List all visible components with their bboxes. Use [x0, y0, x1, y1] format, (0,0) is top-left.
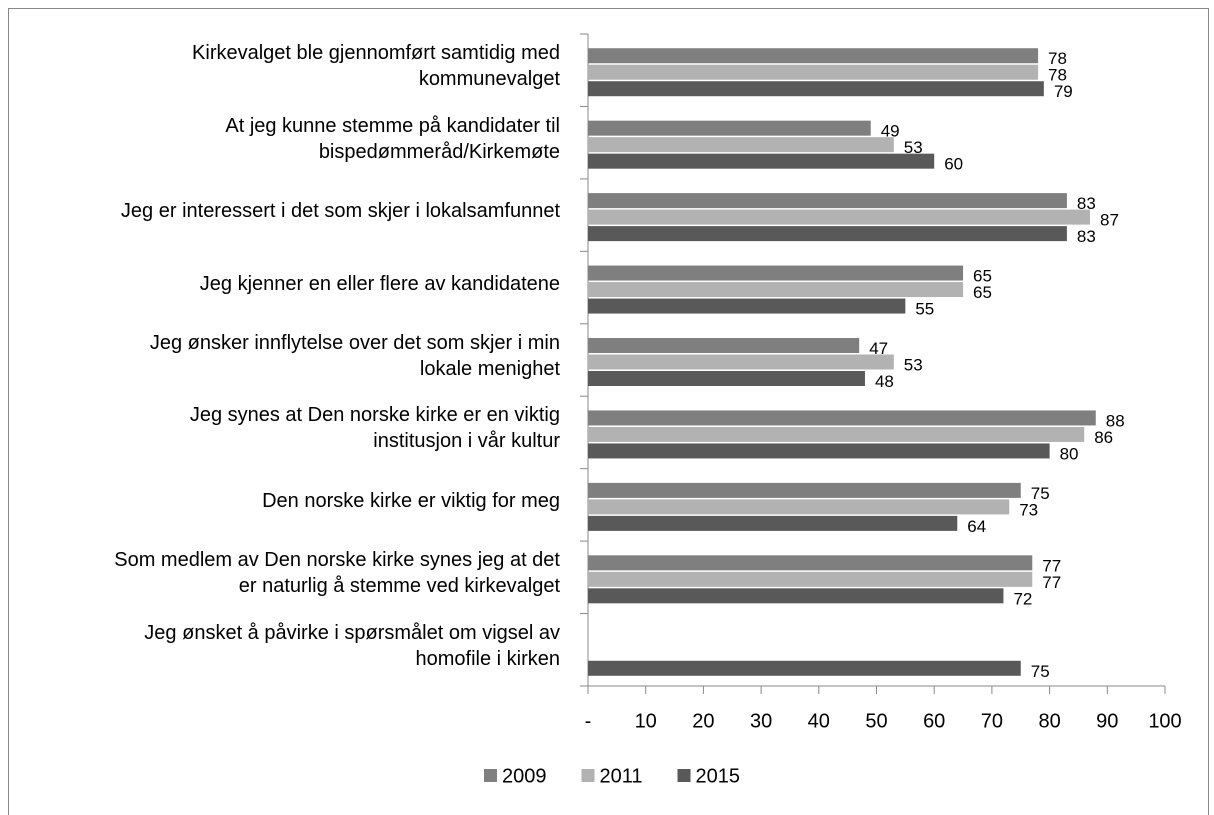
- value-label: 55: [915, 300, 934, 319]
- chart-border: [8, 8, 1209, 815]
- value-label: 64: [967, 517, 986, 536]
- bar: [588, 209, 1090, 225]
- bar: [588, 443, 1050, 459]
- category-label: At jeg kunne stemme på kandidater til bi…: [225, 114, 560, 163]
- value-label: 72: [1013, 589, 1032, 608]
- bar: [588, 588, 1004, 604]
- bar: [588, 265, 964, 281]
- category-label: Jeg synes at Den norske kirke er en vikt…: [189, 404, 560, 453]
- value-label: 77: [1042, 556, 1061, 575]
- bar: [588, 298, 906, 314]
- x-tick-label: 40: [808, 710, 830, 732]
- x-tick-label: 70: [981, 710, 1003, 732]
- value-label: 80: [1060, 444, 1079, 463]
- legend-swatch: [677, 769, 691, 782]
- value-label: 79: [1054, 82, 1073, 101]
- category-label: Som medlem av Den norske kirke synes jeg…: [114, 549, 560, 598]
- x-tick-label: 20: [692, 710, 714, 732]
- bar: [588, 81, 1044, 97]
- value-label: 86: [1094, 428, 1113, 447]
- value-label: 75: [1031, 662, 1050, 681]
- category-label: Jeg ønsket å påvirke i spørsmålet om vig…: [144, 621, 560, 670]
- value-label: 88: [1106, 411, 1125, 430]
- category-label: Jeg er interessert i det som skjer i lok…: [120, 200, 560, 223]
- x-tick-label: 80: [1038, 710, 1060, 732]
- bar: [588, 226, 1067, 242]
- value-label: 65: [973, 283, 992, 302]
- value-label: 78: [1048, 49, 1067, 68]
- bar: [588, 371, 865, 386]
- x-tick-label: 50: [865, 710, 887, 732]
- value-label: 75: [1031, 484, 1050, 503]
- bar: [588, 282, 964, 298]
- value-label: 77: [1042, 573, 1061, 592]
- category-label: Jeg kjenner en eller flere av kandidaten…: [199, 272, 560, 295]
- x-tick-label: -: [585, 710, 592, 732]
- legend-label: 2011: [600, 765, 643, 787]
- bar: [588, 153, 935, 169]
- bar: [588, 499, 1010, 515]
- legend-swatch: [581, 769, 595, 782]
- value-label: 53: [904, 138, 923, 157]
- category-label: Kirkevalget ble gjennomført samtidig med…: [192, 42, 560, 91]
- value-label: 65: [973, 267, 992, 286]
- bar: [588, 48, 1039, 64]
- bar: [588, 338, 860, 353]
- value-label: 49: [881, 122, 900, 141]
- bar: [588, 426, 1085, 442]
- category-label: Jeg ønsker innflytelse over det som skje…: [149, 332, 560, 380]
- value-label: 47: [869, 339, 888, 358]
- x-tick-label: 10: [635, 710, 657, 732]
- value-label: 53: [904, 355, 923, 374]
- value-label: 48: [875, 372, 894, 391]
- bar: [588, 660, 1021, 676]
- x-tick-label: 60: [923, 710, 945, 732]
- category-label: Den norske kirke er viktig for meg: [262, 489, 560, 512]
- legend-swatch: [484, 769, 497, 782]
- bar: [588, 193, 1067, 209]
- value-label: 83: [1077, 227, 1096, 246]
- bar: [588, 515, 958, 531]
- bar: [588, 354, 894, 370]
- x-tick-label: 30: [750, 710, 772, 732]
- bar: [588, 555, 1033, 571]
- bar: [588, 64, 1039, 80]
- value-label: 87: [1100, 211, 1119, 230]
- x-tick-label: 90: [1096, 710, 1118, 732]
- bar: [588, 410, 1096, 426]
- value-label: 78: [1048, 66, 1067, 85]
- x-tick-label: 100: [1148, 710, 1181, 732]
- legend-label: 2009: [502, 765, 547, 787]
- value-label: 60: [944, 155, 963, 174]
- bar: [588, 482, 1021, 498]
- legend-label: 2015: [696, 765, 741, 787]
- value-label: 83: [1077, 194, 1096, 213]
- bar: [588, 120, 871, 136]
- bar: [588, 571, 1033, 587]
- value-label: 73: [1019, 500, 1038, 519]
- bar: [588, 137, 894, 153]
